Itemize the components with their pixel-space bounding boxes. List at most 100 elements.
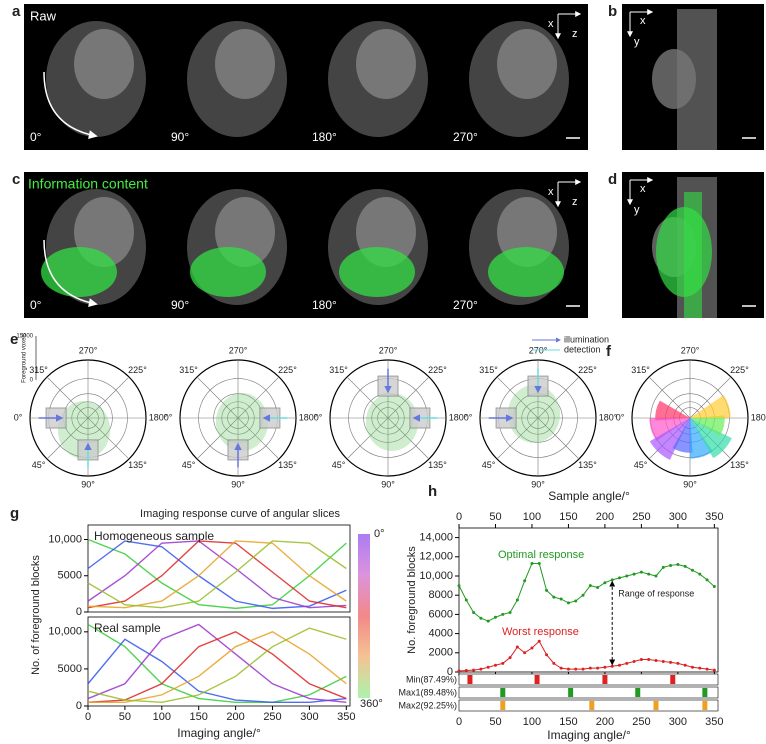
- sample-set-label: Min(87.49%): [406, 674, 457, 684]
- point: [457, 584, 461, 588]
- x-tick-label: 0: [456, 716, 462, 728]
- point: [523, 579, 527, 583]
- view-angle: 90°: [171, 298, 189, 312]
- polar-angle: 225°: [730, 365, 749, 375]
- point: [566, 601, 570, 605]
- coverage-sector: [672, 418, 693, 453]
- coverage-sector: [690, 415, 725, 436]
- point: [501, 661, 505, 665]
- polar-spoke: [689, 376, 732, 419]
- x2-tick-label: 200: [596, 511, 614, 523]
- polar-spoke: [537, 376, 580, 419]
- specimen: [74, 29, 134, 99]
- polar-angle: 180°: [599, 412, 618, 422]
- polar-angle: 315°: [479, 365, 498, 375]
- x-tick-label: 350: [705, 716, 723, 728]
- y-tick-label: 0: [76, 606, 82, 618]
- point: [537, 639, 541, 643]
- x2-tick-label: 150: [559, 511, 577, 523]
- x-tick-label: 200: [226, 711, 244, 723]
- point: [603, 581, 607, 585]
- polar-spoke: [387, 417, 430, 460]
- point: [559, 597, 563, 601]
- polar-angle: 90°: [381, 479, 395, 489]
- view-angle: 90°: [171, 130, 189, 144]
- point: [530, 562, 534, 566]
- legend-label: illumination: [564, 334, 609, 344]
- point: [486, 619, 490, 623]
- polar-spoke: [237, 376, 280, 419]
- point: [705, 578, 709, 582]
- signal: [339, 247, 415, 297]
- point: [552, 661, 556, 665]
- point: [632, 572, 636, 576]
- panel-label: g: [10, 505, 19, 522]
- axis-letter: x: [640, 183, 646, 195]
- polar-angle: 90°: [531, 479, 545, 489]
- point: [581, 667, 585, 671]
- polar-angle: 0°: [314, 412, 323, 422]
- coverage-sector: [649, 418, 690, 460]
- signal: [190, 247, 266, 297]
- x-tick-label: 250: [263, 711, 281, 723]
- point: [472, 610, 476, 614]
- y-tick-label: 4000: [429, 628, 453, 640]
- series-line: [87, 631, 347, 703]
- signal: [488, 247, 564, 297]
- polar-angle: 0°: [164, 412, 173, 422]
- series-line: [87, 623, 347, 703]
- legend-label: detection: [564, 344, 601, 354]
- polar-angle: 180°: [751, 412, 766, 422]
- sample-strip: [458, 699, 719, 712]
- view-angle: 0°: [30, 298, 42, 312]
- polar-angle: 0°: [616, 412, 625, 422]
- axis-letter: x: [640, 15, 646, 27]
- subplot-label: Homogeneous sample: [94, 529, 214, 543]
- point: [493, 663, 497, 667]
- information-area: [215, 393, 269, 451]
- point: [596, 586, 600, 590]
- x-tick-label: 300: [300, 711, 318, 723]
- x2-tick-label: 100: [523, 511, 541, 523]
- point: [559, 666, 563, 670]
- sample-marker: [702, 701, 708, 710]
- point: [472, 668, 476, 672]
- info-label: Information content: [28, 176, 148, 192]
- plot-frame: [87, 616, 351, 707]
- series-line: [458, 640, 715, 672]
- point: [625, 574, 629, 578]
- panel-label: e: [10, 331, 18, 348]
- information-area: [507, 385, 561, 443]
- point: [690, 568, 694, 572]
- point: [618, 663, 622, 667]
- sample-marker: [500, 701, 506, 710]
- polar-angle: 225°: [578, 365, 597, 375]
- point: [654, 658, 658, 662]
- y-tick-label: 14,000: [419, 532, 453, 544]
- point: [566, 667, 570, 671]
- polar-angle: 270°: [229, 345, 248, 355]
- scale-max: 15000: [16, 334, 33, 340]
- coverage-sector: [690, 418, 732, 459]
- polar-spoke: [346, 417, 389, 460]
- sample-strip: [458, 673, 719, 686]
- coverage-sector: [649, 418, 690, 441]
- y-label: No. foreground blocks: [406, 546, 418, 654]
- chart-title: Imaging response curve of angular slices: [140, 508, 340, 520]
- x-tick-label: 250: [632, 716, 650, 728]
- y-tick-label: 0: [76, 700, 82, 712]
- series-line: [87, 540, 347, 609]
- point: [618, 576, 622, 580]
- axis-letter: z: [572, 28, 578, 40]
- polar-angle: 270°: [379, 345, 398, 355]
- polar-angle: 90°: [683, 479, 697, 489]
- x2-tick-label: 50: [489, 511, 501, 523]
- point: [698, 572, 702, 576]
- specimen: [652, 49, 696, 109]
- polar-spoke: [648, 376, 691, 419]
- y-tick-label: 5000: [58, 663, 82, 675]
- point: [515, 598, 519, 602]
- polar-angle: 90°: [81, 479, 95, 489]
- series-line: [87, 540, 347, 609]
- y-tick-label: 2000: [429, 647, 453, 659]
